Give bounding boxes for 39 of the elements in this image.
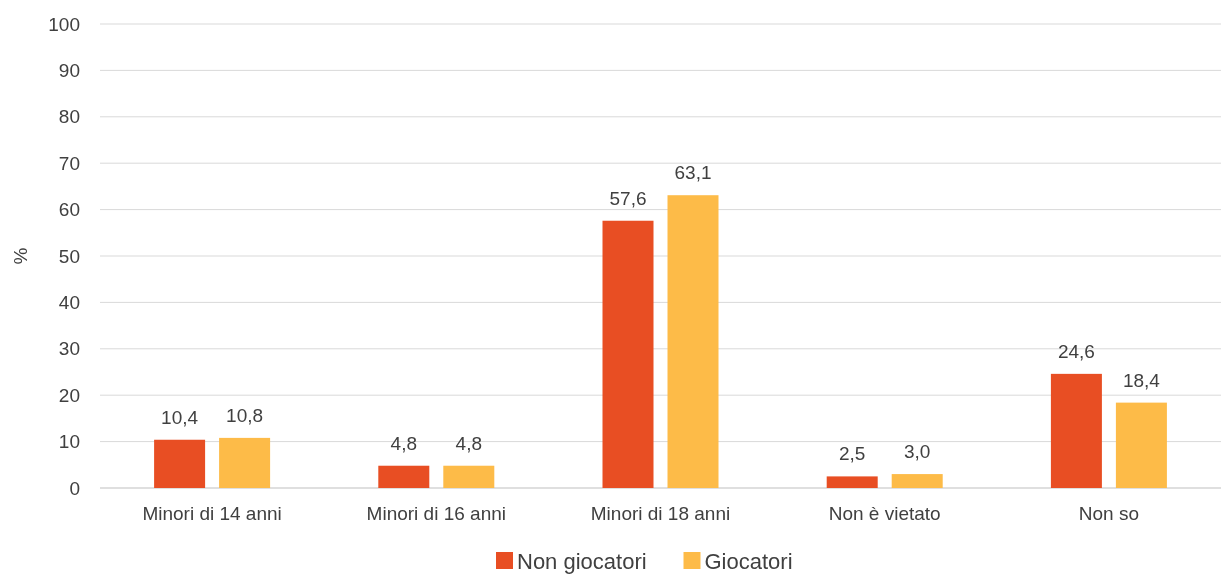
y-tick-label: 40: [58, 292, 80, 314]
data-label: 3,0: [903, 441, 931, 463]
y-tick-label: 20: [58, 384, 80, 406]
y-tick-label: 80: [58, 106, 80, 128]
bar: [826, 476, 878, 488]
legend-label: Non giocatori: [517, 549, 647, 574]
data-label: 18,4: [1122, 369, 1161, 391]
x-tick-label: Minori di 16 anni: [366, 503, 507, 524]
bar: [667, 195, 719, 488]
bar: [602, 220, 654, 488]
x-tick-label: Non è vietato: [828, 503, 941, 524]
legend-label: Giocatori: [704, 549, 793, 574]
data-label: 10,4: [161, 406, 199, 428]
data-label: 24,6: [1057, 340, 1095, 362]
bar: [891, 474, 943, 488]
bar: [1050, 373, 1102, 488]
data-label: 57,6: [609, 187, 647, 209]
data-label: 2,5: [838, 443, 866, 465]
data-label: 63,1: [674, 162, 712, 184]
data-label: 4,8: [455, 432, 483, 454]
bar: [443, 465, 495, 488]
bar: [219, 437, 271, 488]
y-tick-label: 30: [58, 338, 80, 360]
data-label: 10,8: [226, 404, 264, 426]
data-label: 4,8: [390, 432, 418, 454]
bar: [1115, 402, 1167, 488]
x-tick-label: Minori di 14 anni: [142, 503, 282, 524]
x-tick-label: Non so: [1078, 503, 1139, 524]
y-axis-title: %: [10, 247, 31, 265]
x-tick-label: Minori di 18 anni: [590, 503, 731, 524]
y-tick-label: 100: [48, 13, 80, 35]
y-tick-label: 60: [58, 199, 80, 221]
y-tick-label: 10: [58, 431, 80, 453]
bar: [154, 439, 206, 488]
y-tick-label: 0: [69, 477, 80, 499]
bar: [378, 465, 430, 488]
y-tick-label: 70: [58, 152, 80, 174]
y-tick-label: 50: [58, 245, 80, 267]
y-tick-label: 90: [58, 60, 80, 82]
